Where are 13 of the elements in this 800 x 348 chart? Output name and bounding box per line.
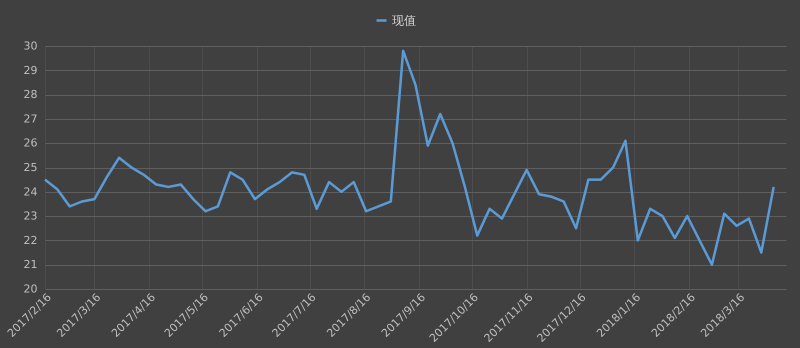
y-tick-label: 28 xyxy=(24,88,38,102)
line-series xyxy=(44,50,775,266)
y-tick-label: 27 xyxy=(24,112,38,126)
legend-label: 现值 xyxy=(392,14,416,28)
y-tick-label: 25 xyxy=(24,161,38,174)
y-tick-label: 26 xyxy=(24,136,38,150)
y-tick-label: 21 xyxy=(24,258,38,272)
y-tick-label: 30 xyxy=(24,40,38,52)
y-tick-label: 29 xyxy=(24,64,38,77)
y-tick-label: 24 xyxy=(24,185,38,198)
y-tick-label: 23 xyxy=(24,210,38,223)
y-tick-label: 20 xyxy=(24,282,38,296)
y-tick-label: 22 xyxy=(24,234,38,247)
